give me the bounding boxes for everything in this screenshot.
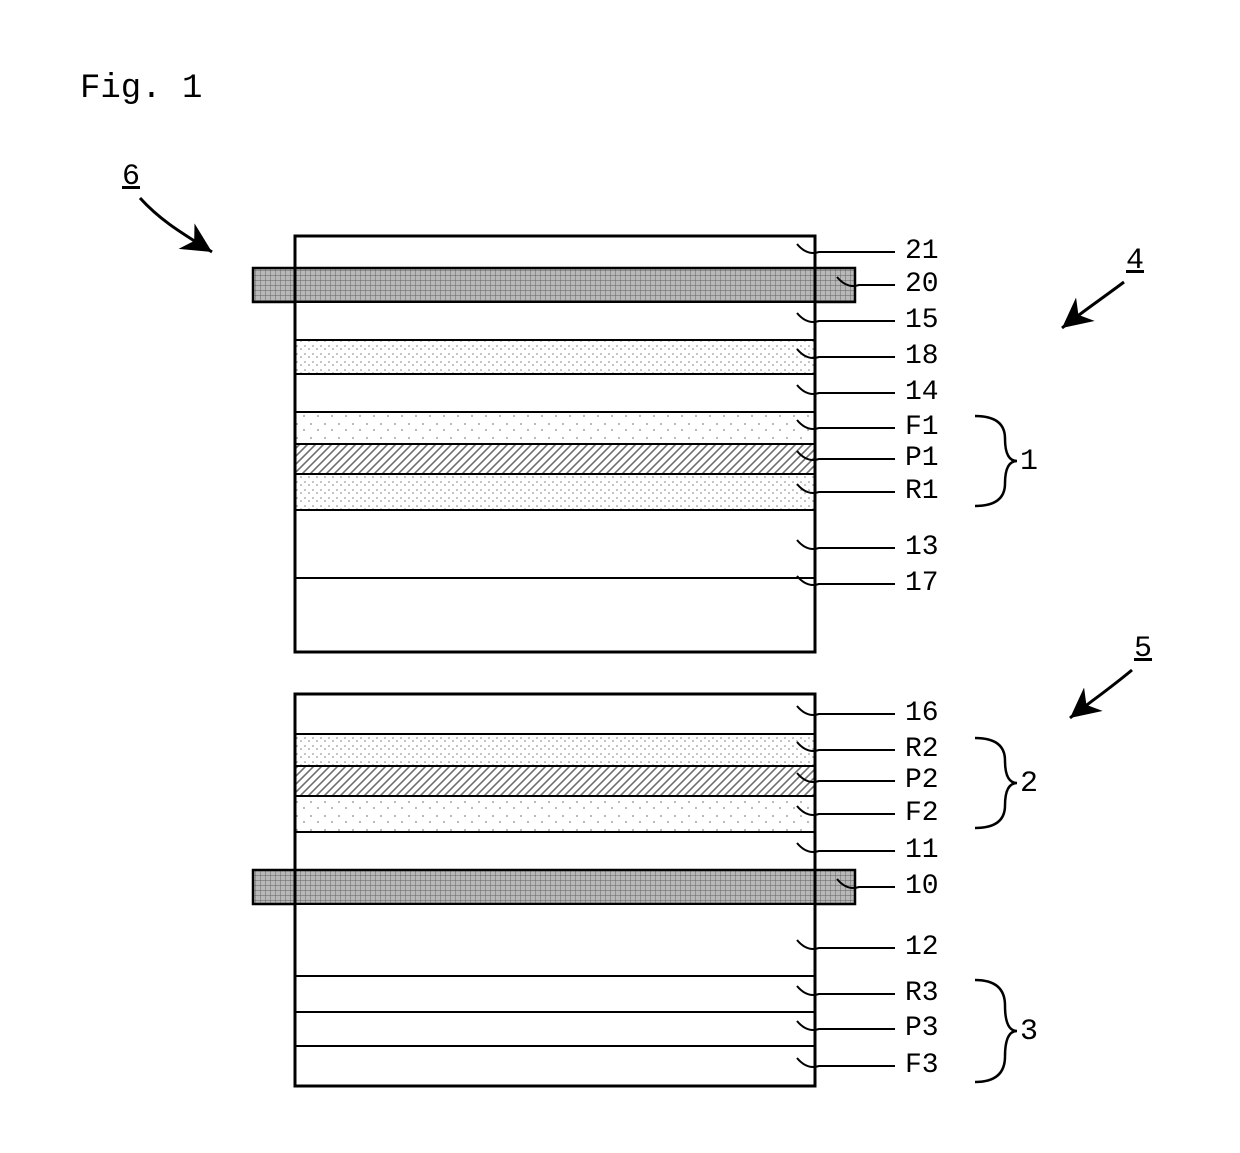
layer-label-lR1: R1 <box>905 476 939 507</box>
layer-label-l18: 18 <box>905 341 939 372</box>
layer-label-lP1: P1 <box>905 443 939 474</box>
figure-svg <box>0 0 1240 1153</box>
layer-label-l17: 17 <box>905 568 939 599</box>
layer-label-lF2: F2 <box>905 798 939 829</box>
layer-label-l13: 13 <box>905 532 939 563</box>
layer-label-lF3: F3 <box>905 1050 939 1081</box>
layer-label-l12: 12 <box>905 932 939 963</box>
layer-label-lP3: P3 <box>905 1013 939 1044</box>
layer-label-l16: 16 <box>905 698 939 729</box>
figure-title: Fig. 1 <box>80 70 202 108</box>
group-label-2: 2 <box>1020 767 1038 801</box>
layer-label-l10: 10 <box>905 871 939 902</box>
pointer-6-label: 6 <box>122 160 140 194</box>
layer-label-lP2: P2 <box>905 765 939 796</box>
layer-label-l20: 20 <box>905 269 939 300</box>
layer-label-l21: 21 <box>905 236 939 267</box>
layer-label-l15: 15 <box>905 305 939 336</box>
layer-label-lF1: F1 <box>905 412 939 443</box>
layer-label-lR2: R2 <box>905 734 939 765</box>
layer-label-l14: 14 <box>905 377 939 408</box>
pointer-5-label: 5 <box>1134 632 1152 666</box>
figure-canvas: Fig. 1 6 4 5 <box>0 0 1240 1153</box>
layer-label-lR3: R3 <box>905 978 939 1009</box>
group-label-1: 1 <box>1020 445 1038 479</box>
group-label-3: 3 <box>1020 1015 1038 1049</box>
pointer-4-label: 4 <box>1126 244 1144 278</box>
layer-label-l11: 11 <box>905 835 939 866</box>
